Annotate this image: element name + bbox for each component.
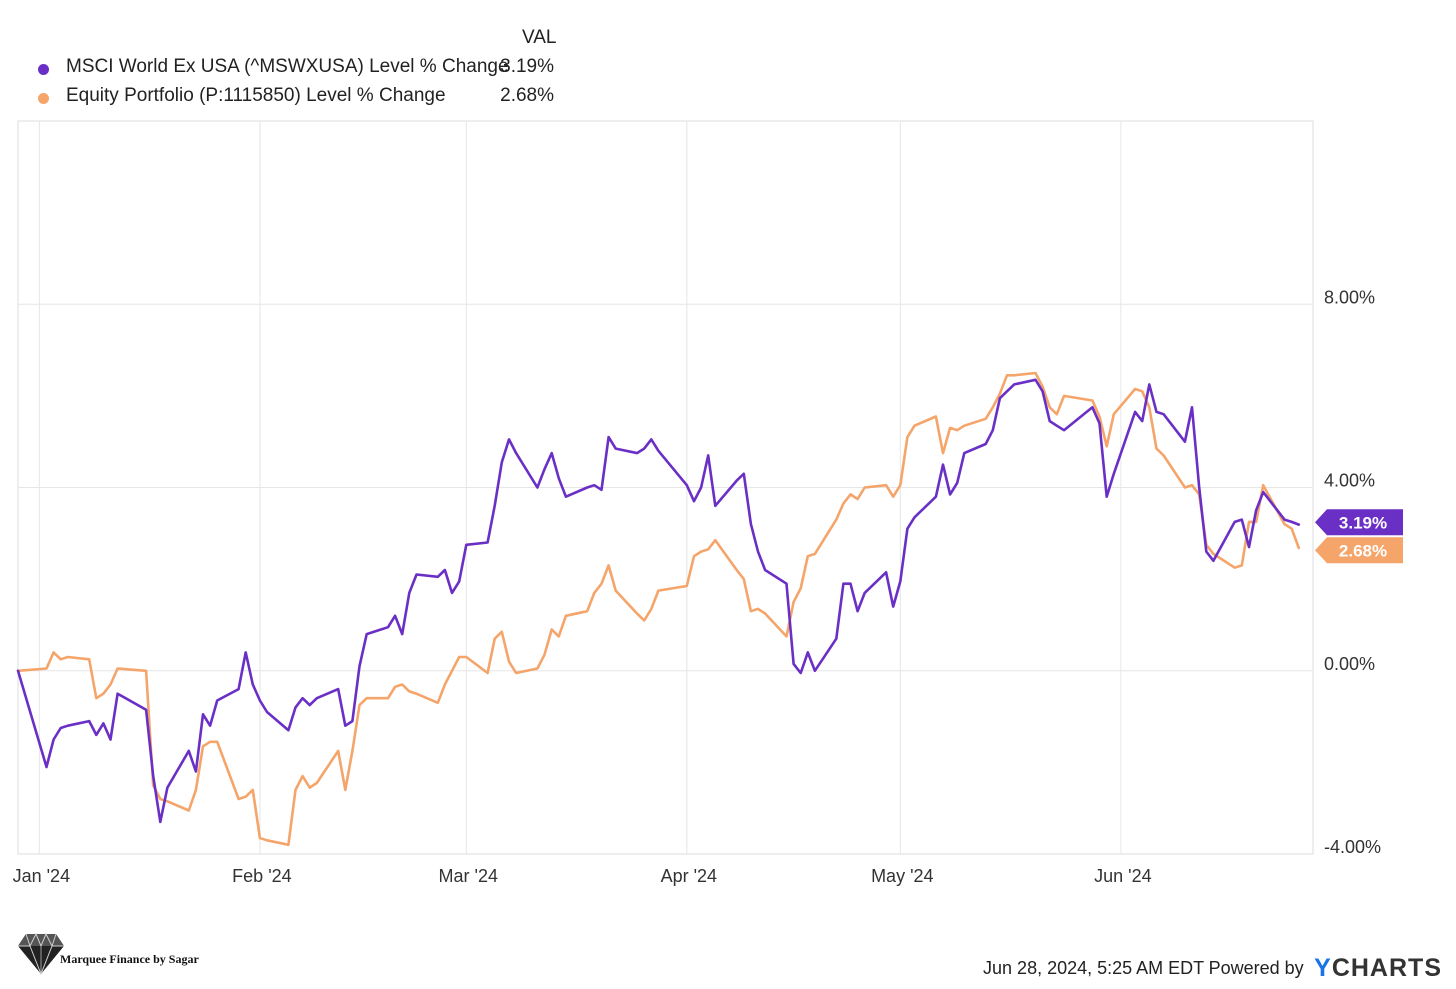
value-badge-equity-portfolio: 2.68%	[1315, 537, 1403, 564]
x-tick-label: Feb '24	[232, 866, 291, 886]
y-tick-labels: -4.00% 0.00% 4.00% 8.00%	[1324, 287, 1381, 857]
legend-series-name: MSCI World Ex USA (^MSWXUSA) Level % Cha…	[66, 56, 509, 77]
ycharts-logo[interactable]: YCHARTS	[1314, 954, 1442, 982]
y-tick-label: 8.00%	[1324, 287, 1375, 307]
x-gridlines	[38, 121, 1122, 854]
x-tick-label: Jan '24	[13, 866, 70, 886]
value-badge-msci: 3.19%	[1315, 509, 1403, 536]
footer-powered-by: Powered by	[1208, 958, 1304, 978]
footer-timestamp: Jun 28, 2024, 5:25 AM EDT	[983, 958, 1205, 978]
legend-dot-equity-portfolio	[38, 93, 49, 104]
value-badge-label: 2.68%	[1339, 541, 1387, 560]
legend-dot-msci	[38, 64, 49, 75]
watermark-brand: Marquee Finance by Sagar	[18, 928, 278, 978]
ycharts-logo-y: Y	[1314, 954, 1332, 982]
value-badge-shape	[1315, 509, 1403, 536]
x-tick-label: Apr '24	[661, 866, 717, 886]
legend: VAL MSCI World Ex USA (^MSWXUSA) Level %…	[0, 0, 600, 115]
legend-series-name: Equity Portfolio (P:1115850) Level % Cha…	[66, 85, 446, 106]
legend-val-header: VAL	[522, 27, 557, 48]
x-tick-label: May '24	[871, 866, 933, 886]
y-tick-label: -4.00%	[1324, 837, 1381, 857]
value-badge-label: 3.19%	[1339, 513, 1387, 532]
x-tick-label: Jun '24	[1094, 866, 1151, 886]
legend-series-value: 2.68%	[500, 85, 554, 106]
y-tick-label: 4.00%	[1324, 471, 1375, 491]
chart-footer: Jun 28, 2024, 5:25 AM EDT Powered by YCH…	[983, 954, 1442, 984]
y-tick-label: 0.00%	[1324, 654, 1375, 674]
y-gridlines	[18, 303, 1313, 672]
series-line-equity-portfolio	[16, 371, 1301, 847]
x-tick-label: Mar '24	[439, 866, 498, 886]
diamond-icon	[18, 932, 64, 976]
series-line-msci	[16, 378, 1301, 824]
last-value-badges: 3.19% 2.68%	[1315, 509, 1403, 564]
value-badge-shape	[1315, 537, 1403, 564]
x-tick-labels: Jan '24 Feb '24 Mar '24 Apr '24 May '24 Jun '…	[13, 866, 1152, 886]
watermark-text: Marquee Finance by Sagar	[60, 952, 199, 966]
ycharts-logo-text: CHARTS	[1331, 954, 1442, 982]
legend-series-value: 3.19%	[500, 56, 554, 77]
series-lines	[16, 371, 1301, 847]
